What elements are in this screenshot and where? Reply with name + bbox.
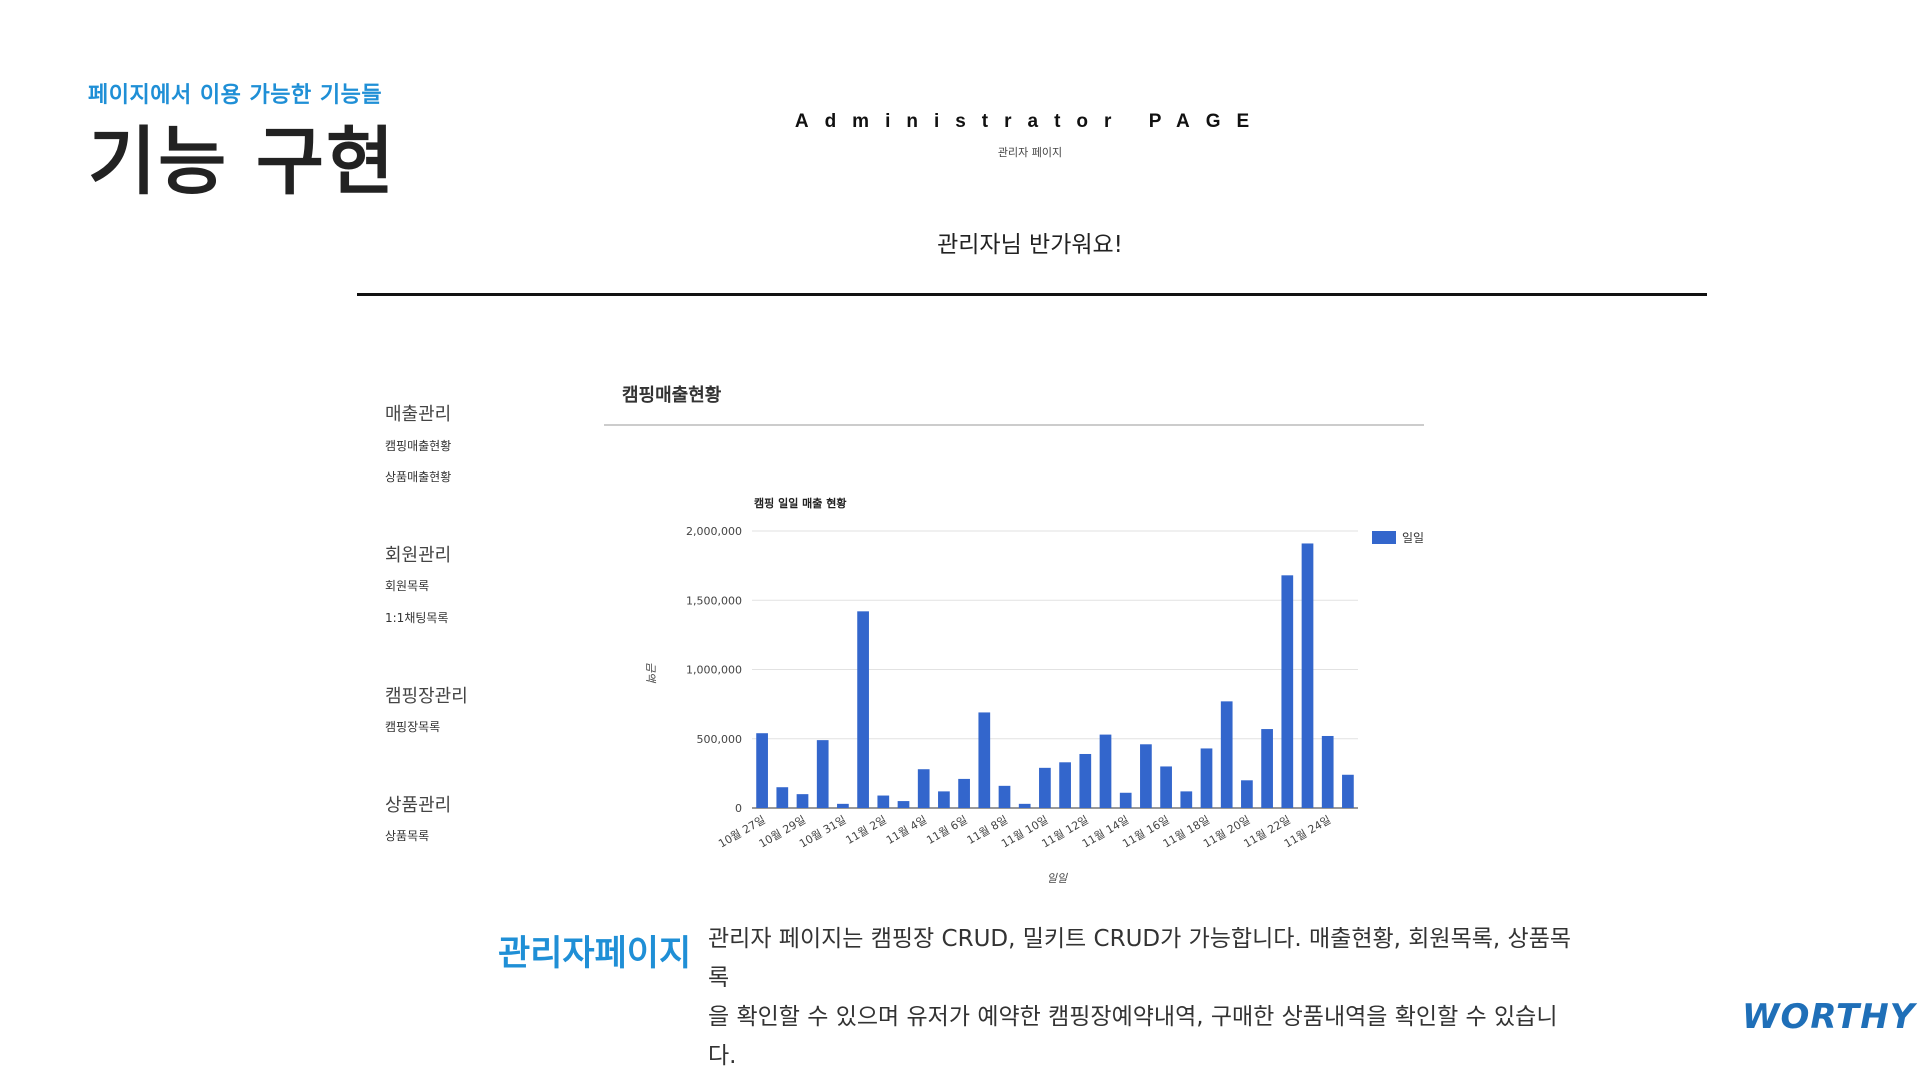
- sidebar-item-camping-sales[interactable]: 캠핑매출현황: [385, 439, 452, 453]
- x-tick-label: 11월 24일: [1281, 812, 1333, 850]
- chart-bar: [1099, 734, 1112, 808]
- chart-bar: [1180, 791, 1193, 808]
- chart-title: 캠핑 일일 매출 현황: [754, 496, 846, 510]
- sidebar-item-member-list[interactable]: 회원목록: [385, 579, 430, 593]
- x-axis-label: 일일: [1047, 872, 1068, 885]
- chart-bar: [816, 740, 829, 808]
- sidebar-heading-members[interactable]: 회원관리: [385, 545, 452, 566]
- chart-y-ticks: 0 500,000 1,000,000 1,500,000 2,000,000: [686, 525, 742, 815]
- admin-page-subtitle: 관리자 페이지: [997, 146, 1063, 159]
- sidebar-heading-campsites[interactable]: 캠핑장관리: [385, 686, 468, 707]
- y-tick-label: 1,500,000: [686, 594, 742, 607]
- chart-bar: [1079, 753, 1092, 808]
- x-tick-label: 11월 6일: [924, 812, 970, 846]
- sidebar-item-campsite-list[interactable]: 캠핑장목록: [385, 720, 441, 734]
- chart-bar: [1321, 735, 1334, 808]
- chart-bar: [998, 785, 1011, 808]
- chart-bar: [877, 795, 890, 808]
- legend-label: 일일: [1402, 531, 1424, 545]
- chart-gridlines: [752, 530, 1358, 809]
- chart-bar: [1119, 792, 1132, 808]
- chart-bar: [796, 794, 809, 808]
- chart-bar: [1200, 748, 1213, 808]
- chart-bar: [1220, 701, 1233, 808]
- welcome-message: 관리자님 반가워요!: [937, 232, 1123, 258]
- slide-title: 기능 구현: [88, 119, 397, 205]
- panel-divider: [604, 424, 1424, 426]
- chart-bar: [897, 801, 910, 808]
- chart-bar: [837, 803, 849, 808]
- sidebar-item-product-list[interactable]: 상품목록: [385, 829, 430, 843]
- chart-bar: [917, 769, 930, 808]
- y-tick-label: 0: [735, 802, 742, 815]
- header-divider: [357, 293, 1707, 296]
- y-tick-label: 2,000,000: [686, 525, 742, 538]
- chart-bar: [1018, 803, 1031, 808]
- chart-bar: [958, 778, 970, 808]
- footer-description-line: 을 확인할 수 있으며 유저가 예약한 캠핑장예약내역, 구매한 상품내역을 확…: [708, 1004, 1558, 1030]
- x-tick-label: 11월 4일: [883, 812, 929, 846]
- legend-swatch: [1372, 531, 1396, 544]
- chart-bar: [1059, 762, 1071, 808]
- chart-bar: [938, 791, 950, 808]
- chart-bar: [1160, 766, 1172, 808]
- chart-bars: [756, 543, 1354, 808]
- chart-bar: [978, 712, 991, 808]
- chart-bar: [1281, 575, 1294, 808]
- chart-bar: [1301, 543, 1314, 808]
- brand-logo: WORTHY: [1742, 997, 1916, 1037]
- sidebar-heading-products[interactable]: 상품관리: [385, 795, 452, 816]
- footer-section-label: 관리자페이지: [498, 934, 692, 974]
- slide-subtitle: 페이지에서 이용 가능한 기능들: [88, 83, 383, 108]
- chart-bar: [1261, 729, 1273, 808]
- chart-bar: [857, 611, 869, 808]
- x-tick-label: 10월 31일: [797, 812, 849, 850]
- sidebar-item-product-sales[interactable]: 상품매출현황: [385, 470, 452, 484]
- x-tick-label: 11월 2일: [843, 812, 889, 846]
- footer-description: 관리자 페이지는 캠핑장 CRUD, 밀키트 CRUD가 가능합니다. 매출현황…: [708, 920, 1588, 1076]
- y-tick-label: 500,000: [697, 733, 743, 746]
- admin-page-title: Administrator PAGE: [794, 111, 1266, 132]
- chart-bar: [756, 733, 768, 808]
- y-axis-label: 금액: [644, 662, 657, 684]
- chart-bar: [1039, 767, 1051, 808]
- chart-bar: [1241, 780, 1253, 808]
- panel-title: 캠핑매출현황: [622, 385, 722, 406]
- footer-description-line: 관리자 페이지는 캠핑장 CRUD, 밀키트 CRUD가 가능합니다. 매출현황…: [708, 926, 1572, 991]
- sidebar-item-chat-list[interactable]: 1:1채팅목록: [385, 611, 449, 625]
- chart-bar: [776, 787, 789, 808]
- sidebar-heading-sales[interactable]: 매출관리: [385, 404, 452, 425]
- chart-bar: [1342, 774, 1354, 808]
- chart-bar: [1140, 744, 1152, 808]
- footer-description-line: 다.: [708, 1043, 737, 1069]
- y-tick-label: 1,000,000: [686, 664, 742, 677]
